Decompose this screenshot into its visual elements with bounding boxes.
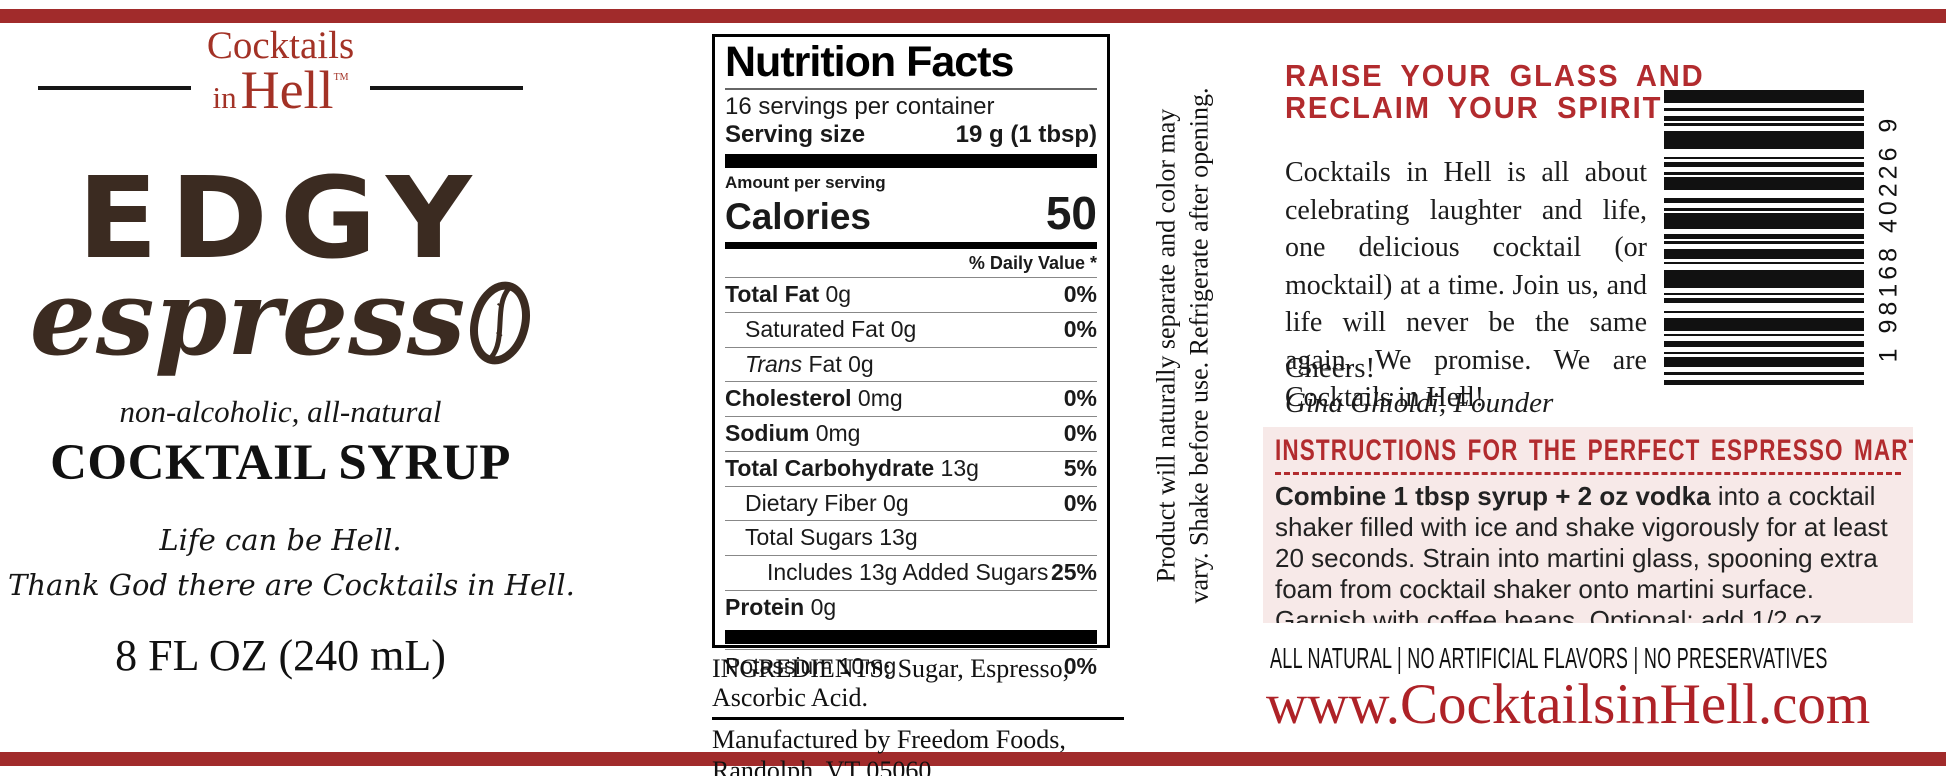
instructions-rest: into a cocktail shaker filled with ice a… xyxy=(1275,480,1888,624)
storage-note-vertical: Product will naturally separate and colo… xyxy=(1151,41,1216,651)
thick-divider xyxy=(725,629,1097,644)
instructions-dashed-divider xyxy=(1275,471,1901,475)
trademark-symbol: TM xyxy=(333,72,349,83)
calories-value: 50 xyxy=(1045,187,1097,240)
logo-rule-left xyxy=(38,86,191,90)
headline-line1: RAISE YOUR GLASS AND xyxy=(1285,58,1705,93)
daily-value-header: % Daily Value * xyxy=(968,253,1097,273)
serving-size-value: 19 g (1 tbsp) xyxy=(955,121,1097,149)
medium-divider xyxy=(725,242,1097,249)
tagline-line1: Life can be Hell. xyxy=(159,523,402,558)
calories-row: Calories 50 xyxy=(725,187,1097,240)
tagline-line2: Thank God there are Cocktails in Hell. xyxy=(8,568,575,603)
instructions-box: INSTRUCTIONS FOR THE PERFECT ESPRESSO MA… xyxy=(1263,427,1913,623)
nutrient-row: Protein 0g xyxy=(725,589,1097,625)
nutrient-row: Dietary Fiber 0g 0% xyxy=(725,485,1097,521)
product-name-edgy: EDGY xyxy=(77,152,484,284)
instructions-bold-lead: Combine 1 tbsp syrup + 2 oz vodka xyxy=(1275,480,1711,511)
brand-logo: Cocktails in HellTM xyxy=(8,26,553,117)
nutrition-divider xyxy=(725,88,1097,91)
nutrient-row: Saturated Fat 0g 0% xyxy=(725,311,1097,347)
logo-line2: in HellTM xyxy=(207,63,354,117)
product-descriptor: non-alcoholic, all-natural xyxy=(119,394,442,430)
brand-tagline: Life can be Hell. Thank God there are Co… xyxy=(8,518,575,608)
ingredients-manufacturer-block: INGREDIENTS: Sugar, Espresso, Ascorbic A… xyxy=(712,654,1124,776)
storage-note-line2: vary. Shake before use. Refrigerate afte… xyxy=(1184,87,1213,604)
bottom-accent-bar xyxy=(0,752,1946,766)
nutrition-title: Nutrition Facts xyxy=(725,38,1014,86)
cheers-signoff: Cheers! xyxy=(1285,352,1376,384)
calories-label: Calories xyxy=(725,196,872,238)
marketing-headline: RAISE YOUR GLASS AND RECLAIM YOUR SPIRIT… xyxy=(1285,60,1705,123)
storage-note-line1: Product will naturally separate and colo… xyxy=(1151,108,1181,583)
coffee-bean-icon xyxy=(470,281,531,365)
nutrient-row: Cholesterol 0mg 0% xyxy=(725,381,1097,416)
product-name-espresso: espress xyxy=(8,263,553,372)
logo-word-in: in xyxy=(212,80,237,115)
barcode xyxy=(1664,90,1864,388)
nutrient-rows: Total Fat 0g 0% Saturated Fat 0g 0% Trans Fa… xyxy=(725,277,1097,683)
nutrient-row: Potassium 10mg 0% xyxy=(725,648,1097,684)
amount-per-serving-label: Amount per serving xyxy=(725,172,886,192)
founder-signature: Gina Ghioldi, Founder xyxy=(1285,387,1554,419)
manufactured-by: Manufactured by Freedom Foods, Randolph,… xyxy=(712,725,1066,776)
ingredients-statement: INGREDIENTS: Sugar, Espresso, Ascorbic A… xyxy=(712,654,1070,712)
nutrient-row: Sodium 0mg 0% xyxy=(725,416,1097,451)
servings-per-container: 16 servings per container xyxy=(725,93,995,121)
instructions-body: Combine 1 tbsp syrup + 2 oz vodka into a… xyxy=(1275,481,1901,624)
logo-line1: Cocktails xyxy=(206,24,355,67)
nutrient-row: Includes 13g Added Sugars 25% xyxy=(725,555,1097,590)
website-url: www.CocktailsinHell.com xyxy=(1266,673,1871,736)
nutrient-row: Trans Fat 0g xyxy=(725,346,1097,382)
nutrient-row: Total Sugars 13g xyxy=(725,520,1097,555)
logo-word-hell: Hell xyxy=(240,60,334,120)
product-type: COCKTAIL SYRUP xyxy=(50,435,511,492)
nutrient-row: Total Carbohydrate 13g 5% xyxy=(725,450,1097,486)
nutrition-facts-panel: Nutrition Facts 16 servings per containe… xyxy=(712,34,1110,678)
barcode-number: 1 98168 40226 9 xyxy=(1874,114,1903,363)
top-accent-bar xyxy=(0,9,1946,23)
brand-story-paragraph: Cocktails in Hell is all about celebrati… xyxy=(1285,157,1647,414)
manufacturer-divider xyxy=(712,717,1124,721)
instructions-title: INSTRUCTIONS FOR THE PERFECT ESPRESSO MA… xyxy=(1275,434,1913,467)
product-claims: ALL NATURAL | NO ARTIFICIAL FLAVORS | NO… xyxy=(1270,643,1828,675)
nutrient-row: Total Fat 0g 0% xyxy=(725,277,1097,312)
logo-rule-right xyxy=(370,86,524,90)
headline-line2: RECLAIM YOUR SPIRIT! xyxy=(1285,89,1674,125)
net-contents: 8 FL OZ (240 mL) xyxy=(115,631,446,681)
serving-size-row: Serving size 19 g (1 tbsp) xyxy=(725,121,1097,149)
thick-divider xyxy=(725,153,1097,168)
serving-size-label: Serving size xyxy=(725,121,866,149)
left-panel: Cocktails in HellTM EDGY espress non-alc… xyxy=(8,26,575,681)
